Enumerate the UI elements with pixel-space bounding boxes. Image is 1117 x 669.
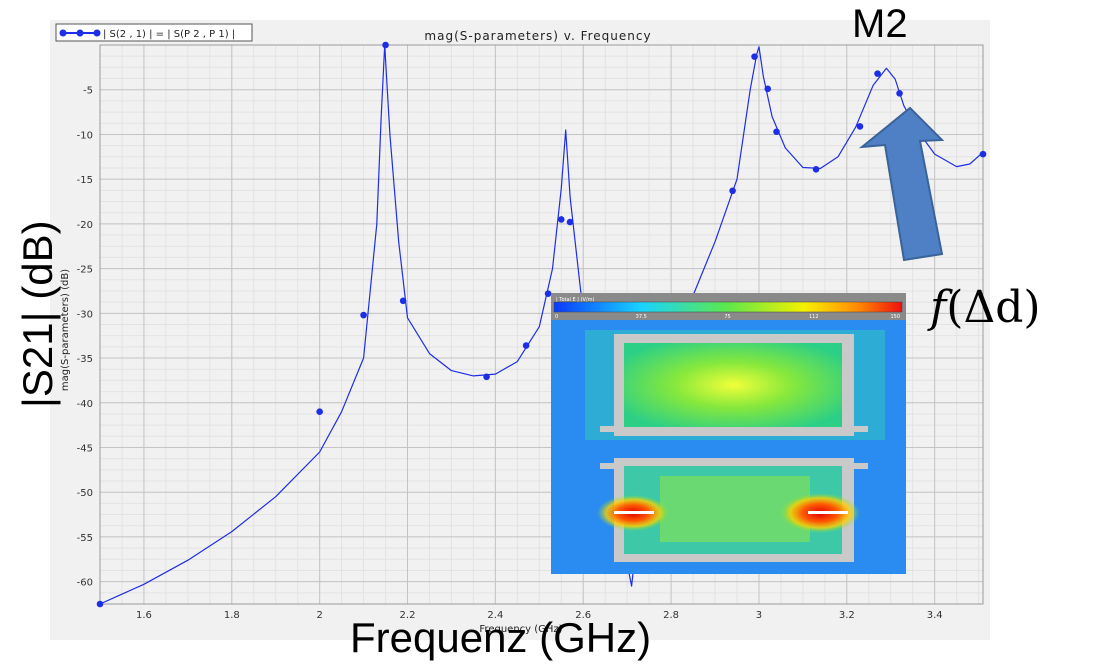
data-point — [874, 70, 881, 77]
y-tick-label: -25 — [77, 265, 93, 276]
legend-marker — [93, 29, 101, 37]
y-tick-label: -60 — [77, 578, 93, 589]
legend-label: | S(2 , 1) | = | S(P 2 , P 1) | — [103, 29, 235, 40]
data-point — [856, 123, 864, 130]
legend: | S(2 , 1) | = | S(P 2 , P 1) | — [55, 23, 253, 42]
data-point — [483, 373, 490, 381]
left-probe — [614, 511, 654, 514]
x-axis-label: Frequency (GHz) — [479, 624, 562, 635]
scale-tick-labels: 0 37.5 75 112 150 — [555, 314, 900, 320]
upper-cavity-field — [624, 343, 842, 427]
series-layer — [96, 41, 987, 608]
right-probe — [808, 511, 848, 514]
data-point — [360, 311, 367, 319]
arrow-icon — [858, 106, 945, 262]
x-tick-label: 2.4 — [487, 610, 503, 621]
x-tick-label: 3.4 — [927, 610, 943, 621]
data-point — [729, 187, 736, 195]
right-coupling-stub — [846, 463, 868, 469]
scale-tick-label: 150 — [890, 314, 900, 320]
x-tick-label: 1.8 — [224, 610, 240, 621]
data-point — [382, 41, 389, 49]
left-coupling-stub — [600, 426, 622, 432]
color-scale-bar — [553, 301, 903, 313]
x-tick-label: 3.2 — [839, 610, 855, 621]
y-tick-label: -55 — [77, 533, 93, 544]
function-symbol: f — [930, 282, 947, 333]
data-point — [896, 89, 903, 97]
data-point — [557, 216, 565, 223]
y-tick-label: -35 — [77, 354, 93, 365]
data-point — [566, 218, 574, 226]
y-tick-label: -50 — [77, 488, 93, 499]
x-tick-label: 2.6 — [575, 610, 591, 621]
scale-tick-label: 37.5 — [636, 314, 647, 320]
y-tick-label: -45 — [77, 443, 93, 454]
data-point — [773, 128, 780, 136]
right-coupling-stub — [846, 426, 868, 432]
left-coupling-stub — [600, 463, 622, 469]
field-distribution-inset: | Total E | (V/m) 0 37.5 75 112 150 — [551, 293, 906, 574]
x-tick-label: 2.8 — [663, 610, 679, 621]
data-point — [316, 408, 323, 416]
function-argument: (Δd) — [946, 282, 1041, 333]
y-tick-label: -15 — [77, 175, 93, 186]
data-point — [544, 290, 552, 297]
marker-label: M2 — [852, 2, 908, 46]
data-point — [399, 297, 407, 305]
overlay-y-axis-label: |S21| (dB) — [14, 220, 61, 408]
data-point — [522, 342, 530, 349]
y-tick-labels: -5 -10 -15 -20 -25 -30 -35 -40 -45 -50 -55 -60 — [77, 86, 93, 589]
legend-marker — [76, 29, 84, 37]
scale-title: | Total E | (V/m) — [556, 297, 594, 303]
y-tick-label: -5 — [83, 86, 93, 97]
x-tick-label: 3 — [756, 610, 762, 621]
legend-box — [55, 23, 253, 42]
legend-marker — [59, 29, 67, 37]
scale-tick-label: 112 — [809, 314, 819, 320]
plot-frame — [99, 44, 984, 605]
scale-tick-label: 75 — [724, 314, 730, 320]
x-tick-labels: 1.6 1.8 2 2.2 2.4 2.6 2.8 3 3.2 3.4 — [136, 610, 943, 621]
function-label: f(Δd) — [930, 282, 1041, 333]
scale-tick-label: 0 — [555, 314, 558, 320]
x-tick-label: 1.6 — [136, 610, 152, 621]
y-tick-label: -20 — [77, 220, 93, 231]
x-tick-label: 2 — [316, 610, 322, 621]
y-tick-label: -40 — [77, 399, 93, 410]
y-axis-label: mag(S-parameters) (dB) — [60, 269, 71, 391]
data-point — [751, 53, 758, 60]
overlay-x-axis-label: Frequenz (GHz) — [350, 614, 652, 661]
data-point — [979, 150, 987, 158]
y-tick-label: -10 — [77, 130, 93, 141]
data-point — [764, 85, 772, 93]
y-tick-label: -30 — [77, 309, 93, 320]
data-point — [96, 600, 104, 608]
x-tick-label: 2.2 — [400, 610, 416, 621]
chart-title: mag(S-parameters) v. Frequency — [424, 29, 651, 43]
data-point — [812, 166, 820, 173]
